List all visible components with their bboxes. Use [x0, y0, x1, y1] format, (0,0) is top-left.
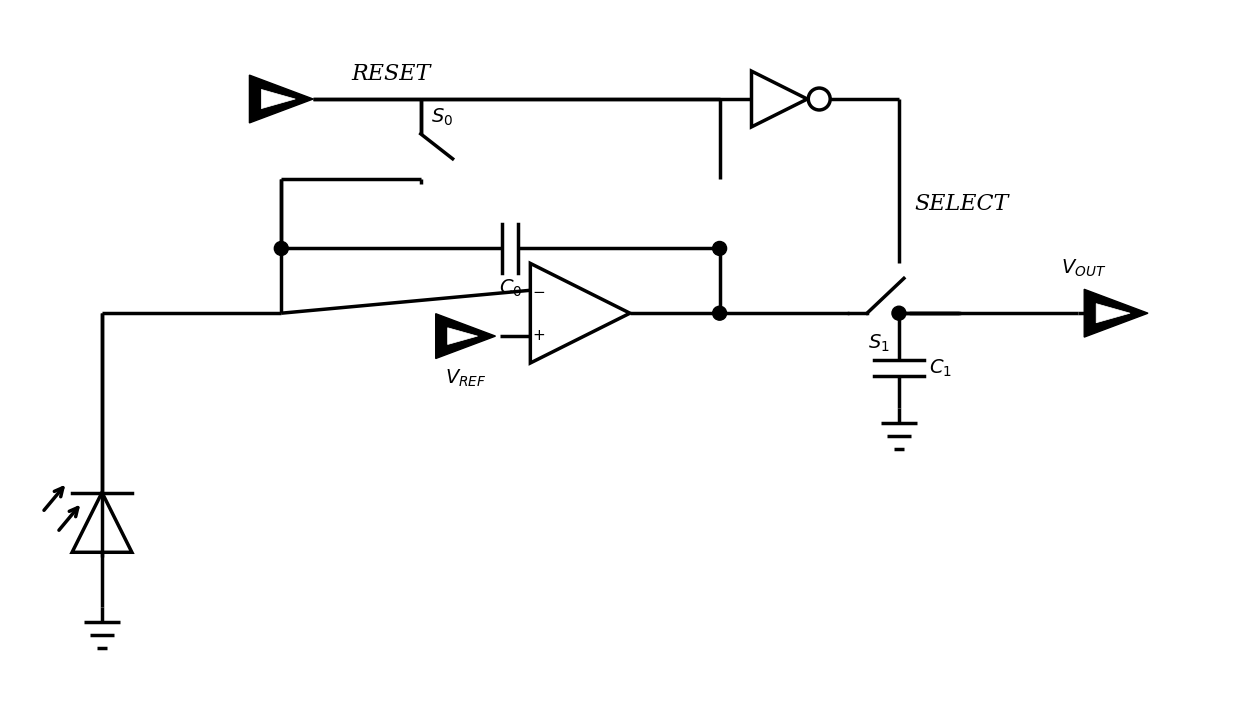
Polygon shape — [72, 493, 131, 553]
Text: $C_1$: $C_1$ — [929, 357, 952, 379]
Text: $+$: $+$ — [532, 328, 544, 343]
Polygon shape — [262, 90, 295, 108]
Circle shape — [808, 88, 831, 110]
Circle shape — [713, 306, 727, 320]
Polygon shape — [448, 328, 477, 344]
Text: $S_0$: $S_0$ — [430, 106, 453, 127]
Text: RESET: RESET — [351, 63, 430, 85]
Text: $S_1$: $S_1$ — [868, 333, 890, 354]
Text: $V_{OUT}$: $V_{OUT}$ — [1060, 258, 1106, 279]
Circle shape — [713, 242, 727, 256]
Polygon shape — [249, 75, 314, 123]
Text: $-$: $-$ — [532, 283, 544, 298]
Text: SELECT: SELECT — [914, 193, 1008, 215]
Text: $C_0$: $C_0$ — [498, 277, 522, 299]
Polygon shape — [531, 264, 630, 363]
Polygon shape — [435, 314, 496, 358]
Polygon shape — [751, 71, 807, 127]
Polygon shape — [1084, 289, 1148, 337]
Text: $V_{REF}$: $V_{REF}$ — [445, 368, 486, 389]
Circle shape — [892, 306, 906, 320]
Circle shape — [274, 242, 288, 256]
Polygon shape — [1096, 304, 1130, 323]
